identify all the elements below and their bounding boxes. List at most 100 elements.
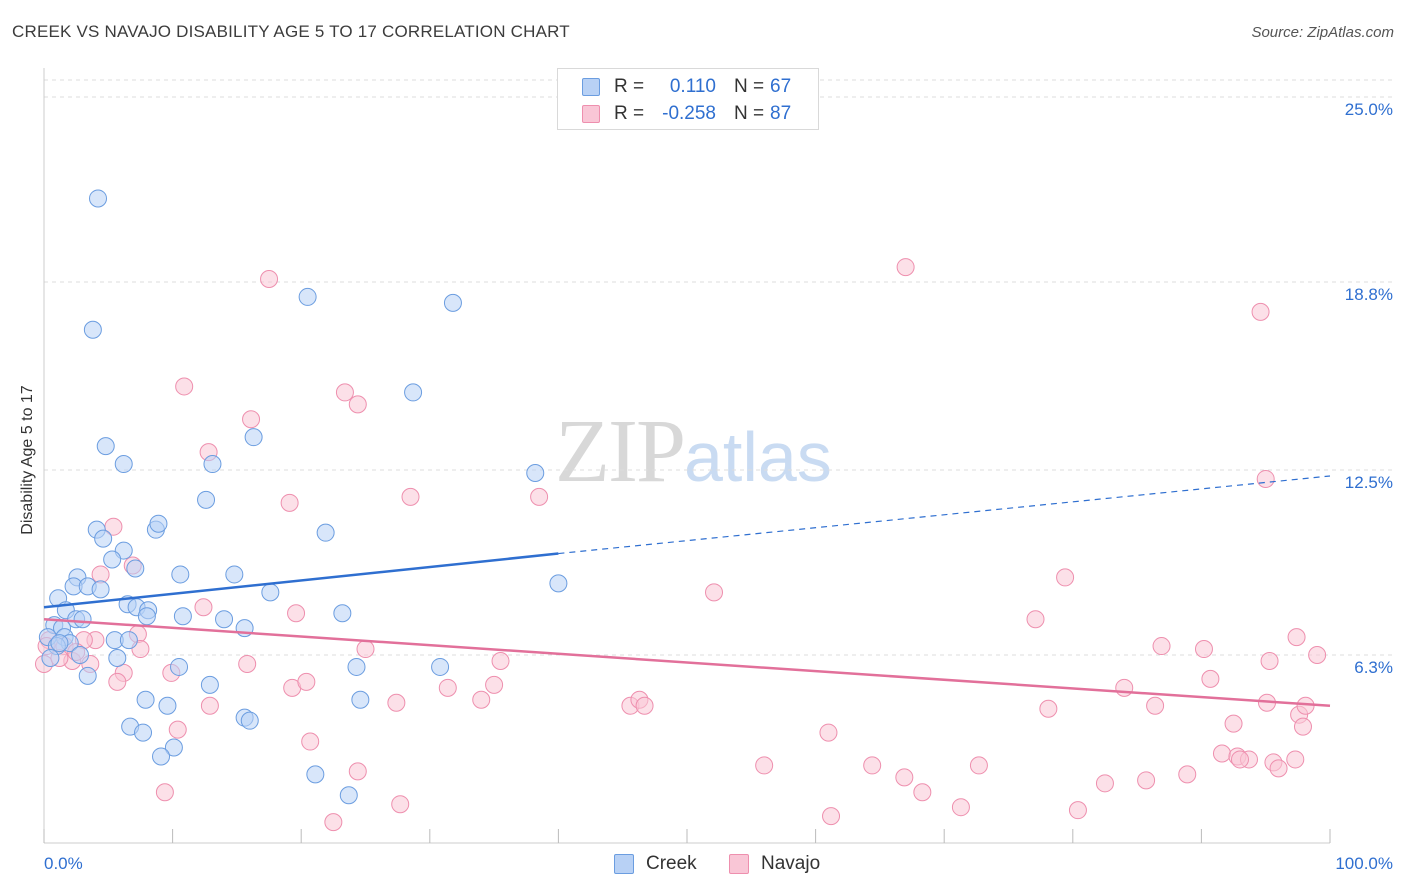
creek-point <box>149 514 168 533</box>
creek-point <box>261 583 280 602</box>
navajo-point <box>1293 717 1312 736</box>
n-value: 87 <box>770 103 792 124</box>
navajo-point <box>348 395 367 414</box>
creek-point <box>431 657 450 676</box>
creek-point <box>443 293 462 312</box>
creek-points <box>38 189 568 805</box>
navajo-point <box>280 493 299 512</box>
r-label: R = <box>614 103 645 124</box>
navajo-point <box>155 783 174 802</box>
legend-label: Creek <box>646 853 697 874</box>
creek-point <box>137 607 156 626</box>
creek-point <box>351 690 370 709</box>
n-label: N = <box>734 103 765 124</box>
creek-point <box>170 657 189 676</box>
navajo-point <box>301 732 320 751</box>
creek-point <box>171 565 190 584</box>
creek-point <box>50 634 69 653</box>
navajo-point <box>1137 771 1156 790</box>
navajo-legend-swatch <box>729 854 749 874</box>
y-tick-label: 18.8% <box>1345 285 1393 304</box>
navajo-point <box>1152 637 1171 656</box>
stats-row-navajo: R = -0.258 N = 87 <box>558 101 818 127</box>
navajo-point <box>635 696 654 715</box>
n-label: N = <box>734 76 765 97</box>
creek-point <box>108 648 127 667</box>
legend: Creek Navajo <box>0 852 1406 876</box>
creek-point <box>83 320 102 339</box>
creek-point <box>89 189 108 208</box>
creek-point <box>347 657 366 676</box>
y-tick-label: 25.0% <box>1345 100 1393 119</box>
navajo-point <box>1269 759 1288 778</box>
navajo-point <box>491 651 510 670</box>
navajo-point <box>1194 640 1213 659</box>
navajo-point <box>1286 750 1305 769</box>
creek-point <box>134 723 153 742</box>
navajo-point <box>1251 302 1270 321</box>
legend-label: Navajo <box>761 853 821 874</box>
navajo-point <box>1146 696 1165 715</box>
creek-point <box>333 604 352 623</box>
creek-point <box>41 648 60 667</box>
navajo-point <box>401 487 420 506</box>
navajo-point <box>951 798 970 817</box>
navajo-point <box>168 720 187 739</box>
x-tick-label: 100.0% <box>1335 854 1393 873</box>
creek-point <box>526 463 545 482</box>
creek-point <box>197 490 216 509</box>
creek-point <box>404 383 423 402</box>
creek-point <box>158 696 177 715</box>
navajo-point <box>297 672 316 691</box>
creek-point <box>173 607 192 626</box>
navajo-point <box>1212 744 1231 763</box>
navajo-trend-line <box>43 617 1331 707</box>
navajo-point <box>348 762 367 781</box>
navajo-point <box>1026 610 1045 629</box>
y-tick-label: 6.3% <box>1354 658 1393 677</box>
creek-swatch <box>582 78 600 96</box>
creek-point <box>316 523 335 542</box>
navajo-point <box>822 807 841 826</box>
creek-point <box>136 690 155 709</box>
navajo-point <box>387 693 406 712</box>
navajo-point <box>200 696 219 715</box>
creek-point <box>96 437 115 456</box>
navajo-point <box>1224 714 1243 733</box>
navajo-point <box>1256 469 1275 488</box>
creek-point <box>114 455 133 474</box>
navajo-point <box>1095 774 1114 793</box>
navajo-point <box>1201 669 1220 688</box>
creek-point <box>244 428 263 447</box>
creek-point <box>126 559 145 578</box>
creek-point <box>119 631 138 650</box>
creek-legend-swatch <box>614 854 634 874</box>
navajo-point <box>175 377 194 396</box>
creek-point <box>203 455 222 474</box>
y-tick-label: 12.5% <box>1345 473 1393 492</box>
source-label: Source: ZipAtlas.com <box>1251 24 1394 41</box>
navajo-point <box>1230 750 1249 769</box>
n-value: 67 <box>770 76 792 97</box>
creek-point <box>298 287 317 306</box>
axes <box>43 68 1331 844</box>
navajo-point <box>863 756 882 775</box>
creek-point <box>71 646 90 665</box>
navajo-point <box>1039 699 1058 718</box>
creek-point <box>78 666 97 685</box>
creek-point <box>91 580 110 599</box>
navajo-point <box>969 756 988 775</box>
creek-point <box>225 565 244 584</box>
creek-point <box>215 610 234 629</box>
navajo-point <box>1287 628 1306 647</box>
r-value: -0.258 <box>662 103 716 124</box>
navajo-points <box>35 258 1327 832</box>
navajo-point <box>1308 646 1327 665</box>
trend-lines <box>43 475 1331 707</box>
navajo-point <box>324 813 343 832</box>
navajo-point <box>755 756 774 775</box>
creek-point <box>94 529 113 548</box>
navajo-point <box>819 723 838 742</box>
creek-trend-line <box>43 552 559 609</box>
